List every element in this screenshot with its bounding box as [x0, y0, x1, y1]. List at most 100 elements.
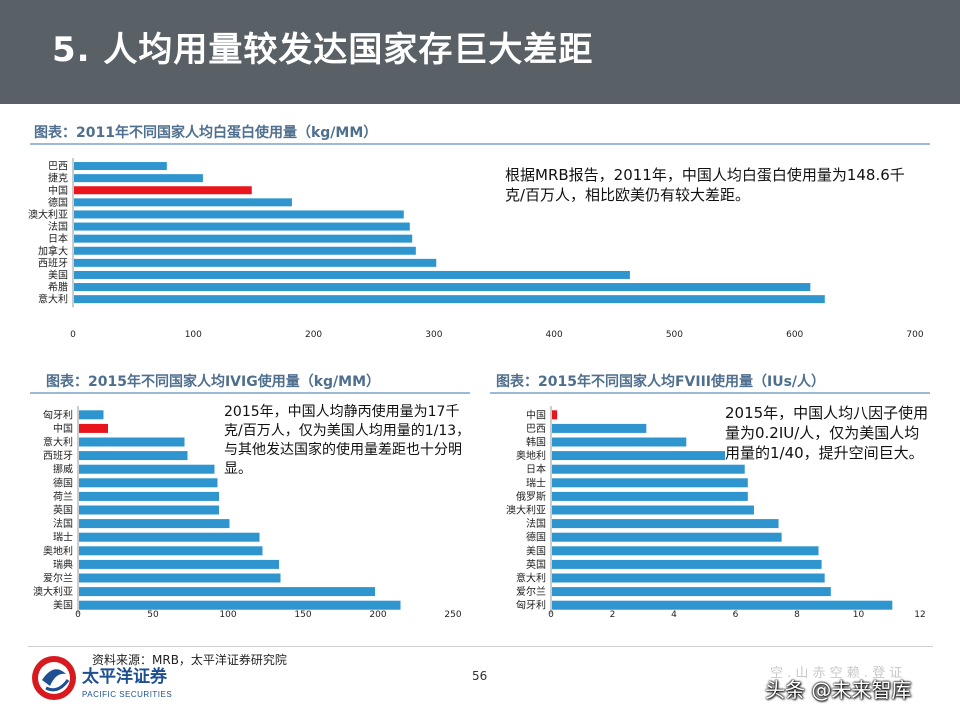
bar — [552, 559, 822, 569]
bar — [79, 478, 218, 488]
bar — [79, 559, 279, 569]
x-tick-label: 150 — [294, 610, 311, 620]
bar — [79, 464, 215, 474]
category-label: 日本 — [526, 463, 546, 476]
bar — [74, 186, 252, 195]
chart-2-title: 图表：2015年不同国家人均IVIG使用量（kg/MM） — [46, 374, 381, 390]
category-label: 瑞士 — [53, 531, 73, 544]
x-tick-label: 0 — [548, 610, 554, 620]
bar — [74, 198, 292, 207]
category-label: 美国 — [53, 599, 73, 612]
bar — [74, 270, 630, 279]
category-label: 法国 — [526, 517, 546, 530]
bar — [79, 546, 263, 556]
category-label: 意大利 — [516, 572, 546, 585]
bar — [74, 283, 811, 292]
x-tick-label: 6 — [733, 610, 739, 620]
category-label: 巴西 — [526, 423, 546, 435]
category-label: 瑞士 — [526, 476, 546, 489]
bar — [552, 464, 745, 474]
category-label: 中国 — [526, 408, 546, 421]
category-label: 巴西 — [48, 161, 68, 173]
category-label: 奥地利 — [516, 449, 546, 462]
x-tick-label: 12 — [914, 610, 925, 620]
bar — [79, 410, 104, 420]
bar — [552, 532, 782, 542]
footer-divider — [28, 646, 933, 647]
bar — [79, 519, 230, 529]
chart-2-annotation: 2015年，中国人均静丙使用量为17千克/百万人，仅为美国人均用量的1/13，与… — [224, 403, 472, 479]
svg-text:太平洋证券: 太平洋证券 — [82, 666, 168, 686]
x-tick-label: 100 — [185, 330, 202, 340]
bar — [552, 505, 754, 515]
category-label: 澳大利亚 — [33, 585, 73, 598]
x-tick-label: 500 — [666, 330, 683, 340]
category-label: 澳大利亚 — [506, 504, 546, 517]
x-tick-label: 2 — [610, 610, 616, 620]
bar — [79, 437, 185, 447]
bar — [79, 573, 281, 583]
category-label: 挪威 — [53, 463, 73, 476]
bar — [74, 295, 825, 304]
chart-1-annotation: 根据MRB报告，2011年，中国人均白蛋白使用量为148.6千克/百万人，相比欧… — [505, 165, 920, 205]
category-label: 美国 — [526, 544, 546, 557]
category-label: 捷克 — [48, 172, 68, 185]
x-tick-label: 0 — [70, 330, 76, 340]
category-label: 西班牙 — [43, 450, 73, 462]
category-label: 美国 — [48, 268, 68, 281]
chart-3-title-underline — [490, 392, 930, 394]
category-label: 瑞典 — [53, 558, 73, 571]
category-label: 匈牙利 — [516, 599, 546, 612]
watermark: 头条 @未来智库 — [765, 678, 912, 702]
bar — [74, 162, 167, 171]
bar — [74, 174, 203, 183]
category-label: 意大利 — [38, 293, 68, 306]
chart-1-title: 图表：2011年不同国家人均白蛋白使用量（kg/MM） — [34, 125, 378, 141]
source-note: 资料来源：MRB，太平洋证券研究院 — [92, 653, 287, 667]
bar — [74, 246, 416, 255]
category-label: 中国 — [48, 184, 68, 197]
watermark-faint-text: 空 . 山 赤 空 赖 . 登 证 — [770, 666, 903, 681]
bar — [552, 410, 558, 420]
bar — [79, 587, 375, 597]
category-label: 英国 — [53, 504, 73, 517]
category-label: 匈牙利 — [43, 408, 73, 421]
bar — [79, 600, 401, 610]
category-label: 俄罗斯 — [516, 490, 546, 503]
category-label: 爱尔兰 — [43, 572, 73, 585]
category-label: 中国 — [53, 422, 73, 435]
category-label: 爱尔兰 — [516, 585, 546, 598]
x-tick-label: 600 — [786, 330, 803, 340]
company-logo: 太平洋证券 PACIFIC SECURITIES — [28, 652, 198, 704]
category-label: 法国 — [48, 220, 68, 233]
x-tick-label: 200 — [369, 610, 386, 620]
bar — [79, 451, 188, 461]
chart-2-title-underline — [30, 392, 470, 394]
category-label: 荷兰 — [53, 490, 73, 503]
bar — [74, 258, 437, 267]
bar — [552, 546, 819, 556]
svg-text:PACIFIC SECURITIES: PACIFIC SECURITIES — [82, 690, 172, 699]
x-tick-label: 10 — [853, 610, 865, 620]
category-label: 西班牙 — [38, 257, 68, 269]
bar — [79, 491, 219, 501]
bar — [552, 600, 893, 610]
bar — [79, 423, 108, 433]
x-tick-label: 300 — [425, 330, 442, 340]
x-tick-label: 200 — [305, 330, 322, 340]
x-tick-label: 50 — [147, 610, 159, 620]
bar — [74, 222, 410, 231]
bar — [552, 573, 825, 583]
bar — [552, 423, 647, 433]
category-label: 奥地利 — [43, 544, 73, 557]
x-tick-label: 0 — [75, 610, 81, 620]
category-label: 德国 — [53, 476, 73, 489]
bar — [552, 437, 687, 447]
slide-header: 5. 人均用量较发达国家存巨大差距 — [0, 0, 960, 104]
chart-1-title-underline — [30, 143, 930, 145]
bar — [552, 451, 736, 461]
category-label: 德国 — [526, 531, 546, 544]
slide-title: 5. 人均用量较发达国家存巨大差距 — [52, 30, 594, 70]
